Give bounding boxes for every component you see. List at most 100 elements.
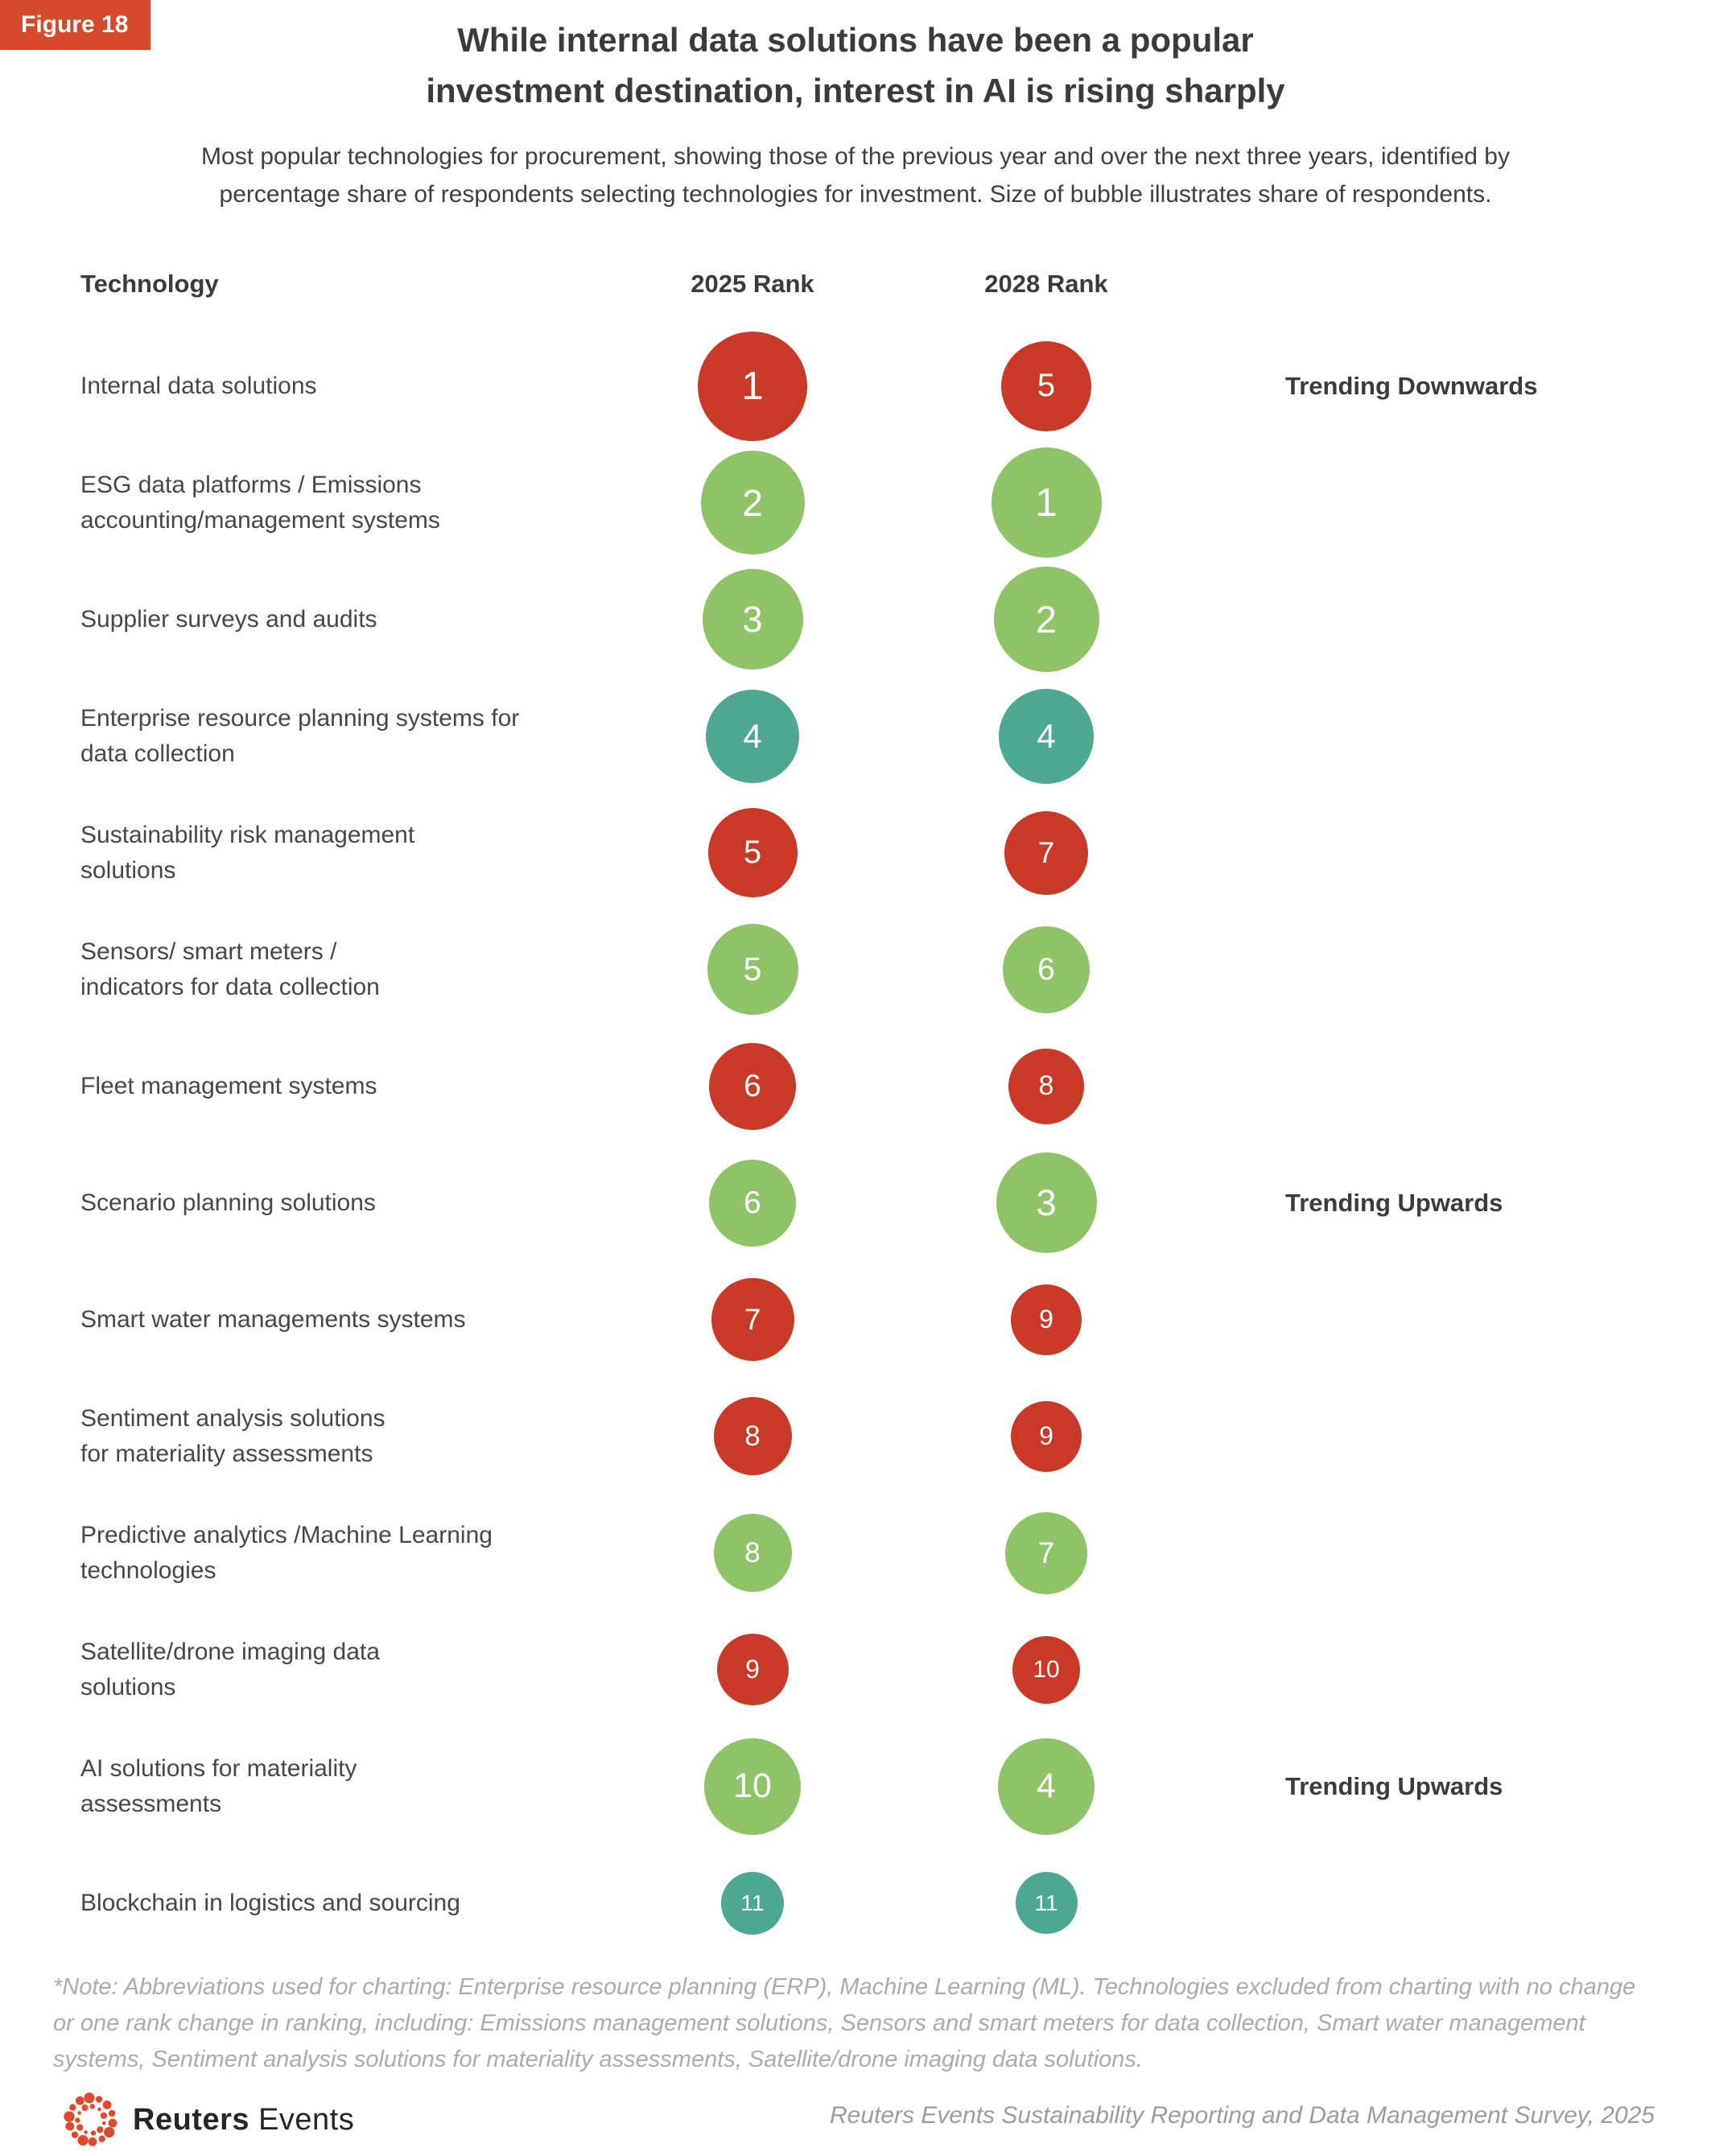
rank-2028-cell: 10: [905, 1635, 1187, 1704]
rank-bubble-2025: 6: [709, 1042, 796, 1130]
technology-label: Supplier surveys and audits: [80, 605, 377, 633]
chart-subtitle: Most popular technologies for procuremen…: [72, 138, 1639, 213]
rank-2025-cell: 5: [600, 808, 905, 897]
technology-label: AI solutions for materiality assessments: [80, 1755, 357, 1817]
figure-badge-label: Figure 18: [21, 11, 129, 38]
rank-bubble-2025: 2: [700, 451, 805, 554]
figure-badge: Figure 18: [0, 0, 150, 50]
trend-label: Trending Upwards: [1285, 1188, 1503, 1217]
rank-2025-cell: 10: [600, 1738, 905, 1835]
chart-title-line2: investment destination, interest in AI i…: [426, 72, 1285, 109]
logo-text-bold: Reuters: [133, 2102, 249, 2137]
column-headers: Technology 2025 Rank 2028 Rank: [0, 270, 1711, 302]
rank-2025-cell: 3: [600, 569, 905, 670]
technology-label: Blockchain in logistics and sourcing: [80, 1889, 460, 1916]
rank-bubble-2028: 11: [1015, 1872, 1078, 1934]
rank-2025-cell: 9: [600, 1634, 905, 1705]
rank-2028-cell: 7: [905, 810, 1187, 895]
rank-bubble-2025: 8: [713, 1514, 792, 1592]
rank-bubble-2025: 9: [716, 1634, 789, 1705]
source-text: Reuters Events Sustainability Reporting …: [829, 2102, 1655, 2129]
table-row: Smart water managements systems 7 9: [0, 1261, 1711, 1378]
table-row: Sensors/ smart meters / indicators for da…: [0, 911, 1711, 1028]
rank-bubble-2025: 11: [721, 1871, 784, 1935]
technology-label: Predictive analytics /Machine Learning te…: [80, 1522, 493, 1584]
rank-2028-cell: 4: [905, 688, 1187, 784]
rank-bubble-2025: 6: [709, 1159, 796, 1247]
table-row: Supplier surveys and audits 3 2: [0, 561, 1711, 678]
rank-2028-cell: 1: [905, 447, 1187, 558]
rank-bubble-2025: 1: [698, 331, 807, 441]
technology-label: ESG data platforms / Emissions accounting…: [80, 472, 440, 534]
technology-label: Smart water managements systems: [80, 1305, 466, 1333]
rank-bubble-2025: 4: [706, 689, 799, 783]
note-text: *Note: Abbreviations used for charting: …: [53, 1974, 1636, 2072]
rank-bubble-2028: 10: [1012, 1635, 1080, 1704]
technology-label: Sustainability risk management solutions: [80, 822, 415, 884]
technology-label: Enterprise resource planning systems for…: [80, 705, 520, 767]
table-row: Sustainability risk management solutions 5…: [0, 794, 1711, 911]
rank-bubble-2025: 5: [707, 808, 798, 897]
rank-bubble-2028: 9: [1011, 1284, 1082, 1355]
rank-bubble-2025: 3: [702, 569, 803, 670]
chart-subtitle-line2: percentage share of respondents selectin…: [219, 180, 1492, 208]
table-row: Internal data solutions 1 5 Trending Downwa…: [0, 328, 1711, 444]
rank-2028-cell: 8: [905, 1048, 1187, 1124]
rank-2028-cell: 5: [905, 340, 1187, 431]
technology-label: Sentiment analysis solutions for material…: [80, 1405, 385, 1467]
rank-2028-cell: 7: [905, 1511, 1187, 1594]
rank-2028-cell: 11: [905, 1872, 1187, 1934]
rank-2025-cell: 6: [600, 1159, 905, 1247]
technology-label: Scenario planning solutions: [80, 1189, 376, 1216]
trend-label: Trending Upwards: [1285, 1771, 1503, 1800]
table-row: Scenario planning solutions 6 3 Trending Up…: [0, 1144, 1711, 1261]
rank-bubble-2025: 5: [707, 924, 798, 1015]
rank-2025-cell: 2: [600, 451, 905, 554]
rank-bubble-2028: 4: [999, 688, 1094, 784]
rank-bubble-2028: 5: [1001, 340, 1091, 431]
rank-2025-cell: 4: [600, 689, 905, 783]
rank-bubble-2025: 10: [704, 1738, 801, 1835]
table-row: Enterprise resource planning systems for…: [0, 678, 1711, 794]
rank-2028-cell: 4: [905, 1738, 1187, 1835]
chart-subtitle-line1: Most popular technologies for procuremen…: [201, 143, 1510, 170]
rank-bubble-2028: 6: [1003, 925, 1090, 1013]
rank-2025-cell: 5: [600, 924, 905, 1015]
rank-2025-cell: 7: [600, 1278, 905, 1361]
technology-label: Fleet management systems: [80, 1072, 377, 1099]
rank-2025-cell: 1: [600, 331, 905, 441]
table-row: AI solutions for materiality assessments 1…: [0, 1728, 1711, 1845]
rank-bubble-2028: 9: [1011, 1400, 1082, 1472]
rank-2025-cell: 8: [600, 1397, 905, 1475]
rank-2028-cell: 6: [905, 925, 1187, 1013]
table-row: Blockchain in logistics and sourcing 11 11: [0, 1845, 1711, 1961]
rank-bubble-2025: 7: [711, 1278, 794, 1361]
technology-label: Internal data solutions: [80, 372, 317, 399]
rank-2028-cell: 9: [905, 1400, 1187, 1472]
rank-2025-cell: 6: [600, 1042, 905, 1130]
logo-text-regular: Events: [258, 2102, 355, 2137]
chart-title: While internal data solutions have been …: [161, 14, 1550, 116]
rank-bubble-2028: 2: [993, 567, 1099, 672]
rank-bubble-2028: 1: [991, 447, 1102, 558]
rank-bubble-2025: 8: [713, 1397, 792, 1475]
chart-title-line1: While internal data solutions have been …: [457, 21, 1254, 59]
trend-label: Trending Downwards: [1285, 371, 1538, 400]
rank-bubble-2028: 8: [1008, 1048, 1084, 1124]
rank-bubble-2028: 7: [1004, 810, 1088, 895]
column-header-2028-rank: 2028 Rank: [984, 270, 1108, 298]
technology-label: Sensors/ smart meters / indicators for da…: [80, 938, 380, 1000]
table-row: ESG data platforms / Emissions accounting…: [0, 444, 1711, 561]
table-row: Sentiment analysis solutions for material…: [0, 1378, 1711, 1494]
rank-bubble-2028: 7: [1005, 1511, 1087, 1594]
footer-logo: Reuters Events: [60, 2089, 354, 2150]
rank-bubble-2028: 4: [998, 1738, 1095, 1835]
rank-2028-cell: 9: [905, 1284, 1187, 1355]
rank-2025-cell: 11: [600, 1871, 905, 1935]
rank-2028-cell: 3: [905, 1152, 1187, 1253]
rank-2028-cell: 2: [905, 567, 1187, 672]
technology-label: Satellite/drone imaging data solutions: [80, 1639, 380, 1700]
column-header-technology: Technology: [80, 270, 219, 298]
rank-rows-container: Internal data solutions 1 5 Trending Downwa…: [0, 328, 1711, 1961]
